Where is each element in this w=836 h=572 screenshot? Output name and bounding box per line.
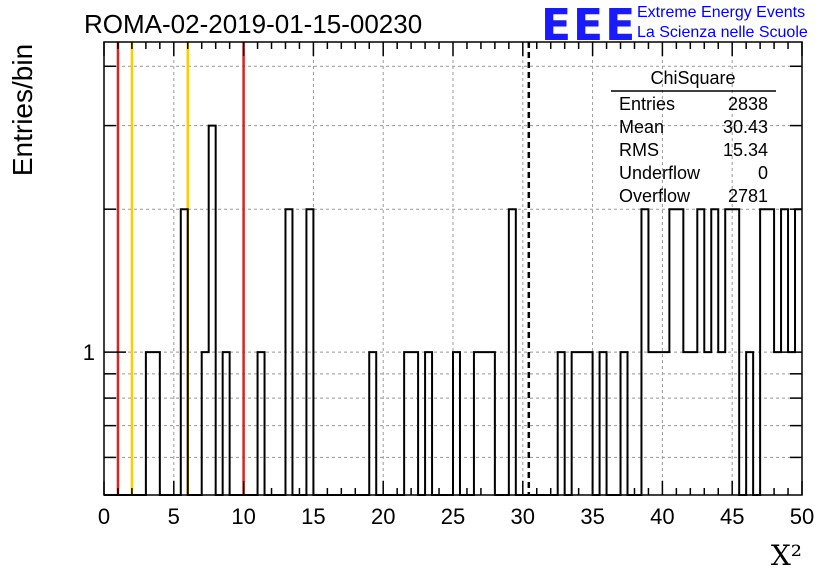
x-tick-label: 40 xyxy=(650,504,674,529)
stats-label: Mean xyxy=(619,117,664,137)
y-tick-labels: 1 xyxy=(83,340,95,365)
x-tick-label: 20 xyxy=(371,504,395,529)
x-tick-label: 50 xyxy=(790,504,814,529)
x-tick-labels: 0 5 10 15 20 25 30 35 40 45 50 xyxy=(98,504,814,529)
x-tick-label: 25 xyxy=(441,504,465,529)
stats-rows: Entries 2838 Mean 30.43 RMS 15.34 Underflow 0 Ov… xyxy=(619,94,768,206)
marker-lines xyxy=(116,42,531,495)
x-tick-label: 15 xyxy=(301,504,325,529)
stats-value: 2781 xyxy=(728,186,768,206)
axis-ticks xyxy=(103,42,803,495)
logo-line-2: La Scienza nelle Scuole xyxy=(637,24,808,41)
stats-label: Overflow xyxy=(619,186,691,206)
x-axis-label: X² xyxy=(771,539,802,572)
stats-label: RMS xyxy=(619,140,659,160)
stats-value: 30.43 xyxy=(723,117,768,137)
x-tick-label: 0 xyxy=(98,504,110,529)
y-tick-label: 1 xyxy=(83,340,95,365)
x-tick-label: 45 xyxy=(720,504,744,529)
stats-label: Entries xyxy=(619,94,675,114)
chart-title: ROMA-02-2019-01-15-00230 xyxy=(84,9,423,39)
y-axis-label: Entries/bin xyxy=(7,44,38,176)
x-tick-label: 30 xyxy=(511,504,535,529)
stats-value: 15.34 xyxy=(723,140,768,160)
logo-line-1: Extreme Energy Events xyxy=(637,4,806,21)
stats-label: Underflow xyxy=(619,163,701,183)
stats-header: ChiSquare xyxy=(650,68,735,88)
x-tick-label: 5 xyxy=(168,504,180,529)
x-tick-label: 10 xyxy=(231,504,255,529)
x-tick-label: 35 xyxy=(580,504,604,529)
stats-value: 0 xyxy=(758,163,768,183)
stats-box: ChiSquare Entries 2838 Mean 30.43 RMS 15.34 Un… xyxy=(611,68,776,206)
stats-value: 2838 xyxy=(728,94,768,114)
